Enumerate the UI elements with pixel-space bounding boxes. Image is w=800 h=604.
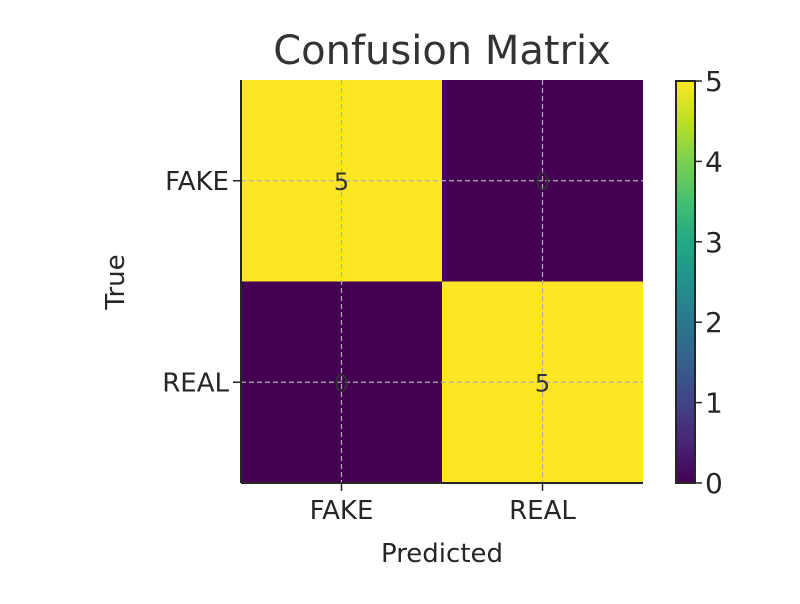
x-axis-label: Predicted [381,539,503,569]
colorbar [675,80,696,484]
cell-value-label-1-0: 0 [334,369,349,397]
x-axis-ticks: FAKE REAL [310,483,576,526]
colorbar-tick-label: 1 [705,387,723,420]
x-tick-label: REAL [509,496,576,526]
x-tick-label: FAKE [310,496,374,526]
cell-value-labels: 5 0 0 5 [334,168,550,398]
y-axis-ticks: FAKE REAL [162,167,241,398]
chart-title: Confusion Matrix [273,28,611,74]
colorbar-tick-label: 4 [705,145,723,178]
y-axis-label: True [101,254,131,310]
colorbar-tick-label: 2 [705,306,723,339]
colorbar-tick-label: 3 [705,226,723,259]
colorbar-tick-label: 0 [705,467,723,500]
colorbar-tick-label: 5 [705,65,723,98]
y-tick-label: REAL [162,368,229,398]
heatmap-cells [241,80,643,483]
cell-value-label-1-1: 5 [535,369,550,397]
cell-value-label-0-0: 5 [334,168,349,196]
cell-value-label-0-1: 0 [535,168,550,196]
gridlines [241,80,643,483]
y-tick-label: FAKE [165,167,229,197]
colorbar-ticks: 0 1 2 3 4 5 [695,65,723,500]
